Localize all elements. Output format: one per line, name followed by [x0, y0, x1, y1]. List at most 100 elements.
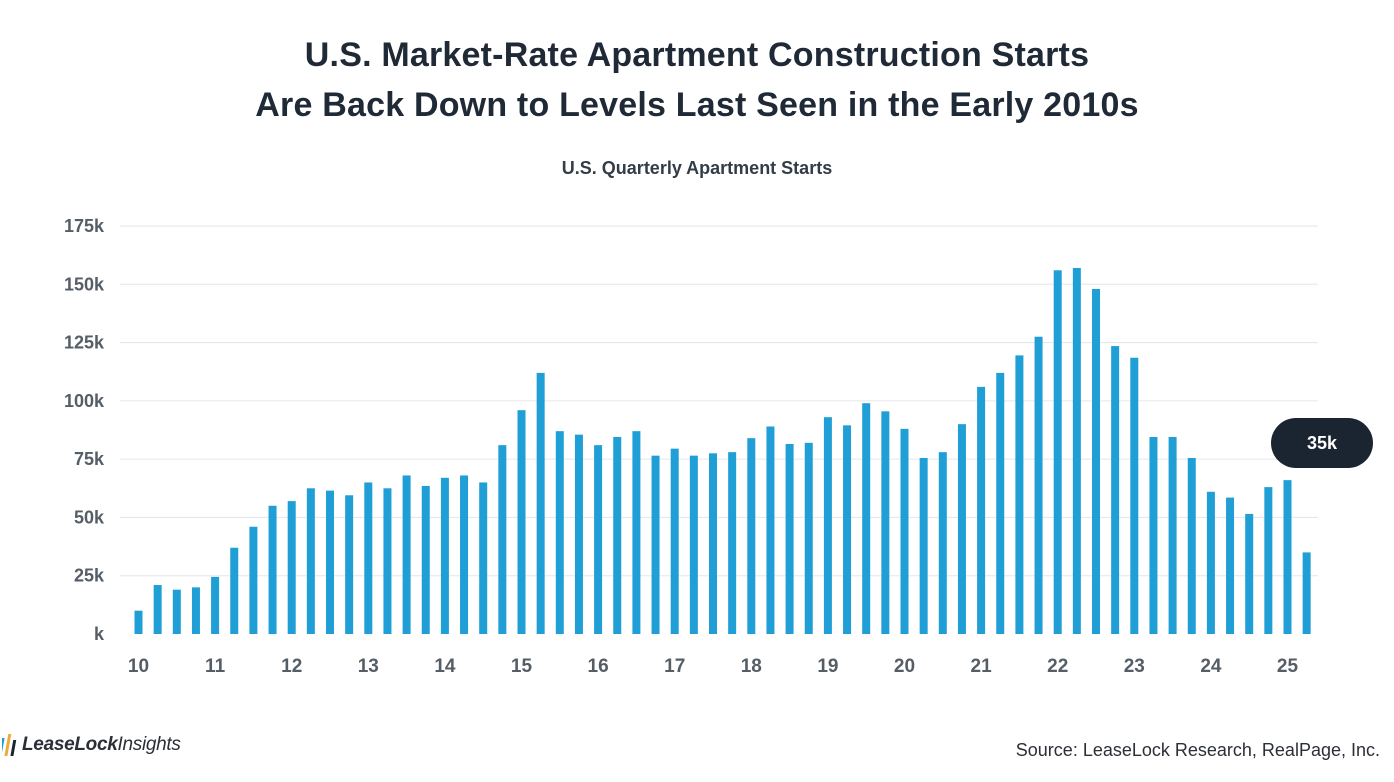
bar-2013-q3 — [402, 475, 411, 634]
chart-title-line-1: U.S. Market-Rate Apartment Construction … — [304, 36, 1090, 74]
x-tick-label: 16 — [588, 656, 609, 677]
x-tick-label: 24 — [1200, 656, 1222, 677]
x-tick-label: 18 — [741, 656, 762, 677]
y-tick-label: k — [94, 624, 105, 644]
x-tick-label: 22 — [1047, 656, 1068, 677]
bar-2016-q3 — [632, 431, 641, 634]
bar-2021-q4 — [1034, 336, 1043, 634]
bar-2022-q2 — [1072, 267, 1081, 634]
bar-2011-q1 — [211, 576, 220, 634]
bar-2019-q4 — [881, 411, 890, 634]
bar-2018-q4 — [804, 442, 813, 634]
x-tick-label: 15 — [511, 656, 533, 677]
logo-brand: LeaseLock — [22, 734, 118, 755]
bar-2017-q2 — [689, 455, 698, 634]
x-tick-label: 13 — [358, 656, 379, 677]
bar-2016-q2 — [613, 436, 622, 634]
x-tick-label: 20 — [894, 656, 915, 677]
x-tick-label: 12 — [281, 656, 302, 677]
bar-2014-q3 — [479, 482, 488, 634]
bar-2021-q2 — [996, 372, 1005, 634]
y-axis: k 25k 50k 75k 100k 125k 150k 175k — [64, 216, 105, 644]
bar-2014-q4 — [498, 445, 507, 634]
bar-2016-q4 — [651, 455, 660, 634]
bar-2011-q2 — [230, 547, 239, 634]
chart-subtitle: U.S. Quarterly Apartment Starts — [561, 158, 833, 178]
bar-2022-q3 — [1092, 288, 1100, 634]
bar-2016-q1 — [594, 445, 603, 634]
x-tick-label: 17 — [664, 656, 685, 677]
x-tick-label: 21 — [971, 656, 993, 677]
bar-2010-q3 — [172, 589, 181, 634]
bar-2012-q4 — [345, 495, 354, 634]
x-tick-label: 14 — [434, 656, 456, 677]
bar-2010-q1 — [134, 610, 143, 634]
bar-2024-q1 — [1206, 491, 1215, 634]
logo-bars-icon — [2, 734, 17, 756]
x-axis: 10 11 12 13 14 15 16 17 18 19 20 21 22 23 24 25 — [128, 656, 1299, 677]
bar-2015-q2 — [536, 372, 545, 634]
logo-wordmark: LeaseLockInsights — [22, 734, 181, 756]
bar-2013-q2 — [383, 488, 392, 634]
bar-2015-q4 — [574, 434, 583, 634]
x-tick-label: 11 — [205, 656, 226, 677]
bar-2022-q4 — [1111, 346, 1120, 634]
bar-2010-q4 — [191, 587, 200, 634]
bar-2013-q1 — [364, 482, 373, 634]
source-note: Source: LeaseLock Research, RealPage, In… — [1015, 740, 1380, 760]
bar-2015-q1 — [517, 410, 526, 634]
bar-2020-q1 — [900, 428, 909, 634]
bar-2022-q1 — [1053, 270, 1062, 634]
chart-title-line-2: Are Back Down to Levels Last Seen in the… — [255, 86, 1139, 124]
y-tick-label: 150k — [64, 274, 105, 294]
y-tick-label: 50k — [74, 507, 105, 527]
bar-2021-q1 — [977, 386, 986, 634]
bar-2017-q3 — [709, 453, 717, 634]
bar-2019-q2 — [843, 425, 852, 634]
x-tick-label: 23 — [1124, 656, 1145, 677]
bar-2020-q2 — [919, 457, 928, 634]
y-tick-label: 100k — [64, 391, 105, 411]
bar-2020-q3 — [938, 452, 947, 634]
leaselock-insights-logo: LeaseLockInsights — [2, 730, 181, 760]
x-tick-label: 19 — [817, 656, 838, 677]
bar-2024-q2 — [1226, 497, 1235, 634]
bar-2019-q3 — [862, 403, 871, 634]
y-tick-label: 75k — [74, 449, 105, 469]
bar-2011-q3 — [249, 526, 258, 634]
bar-2025-q1 — [1283, 480, 1292, 634]
bar-2024-q4 — [1264, 487, 1273, 634]
bar-2019-q1 — [823, 417, 832, 634]
x-tick-label: 25 — [1277, 656, 1299, 677]
bar-2010-q2 — [153, 585, 162, 634]
bar-2023-q1 — [1130, 357, 1139, 634]
bar-2014-q2 — [460, 475, 469, 634]
bar-2015-q3 — [555, 431, 564, 634]
bar-2023-q2 — [1149, 436, 1158, 634]
bar-2025-q2 — [1302, 552, 1311, 634]
bar-2018-q2 — [766, 426, 775, 634]
y-tick-label: 25k — [74, 566, 105, 586]
y-tick-label: 125k — [64, 333, 105, 353]
bar-2012-q1 — [287, 501, 296, 634]
bar-2023-q3 — [1168, 436, 1177, 634]
bar-2017-q1 — [670, 448, 679, 634]
bar-2017-q4 — [728, 452, 737, 634]
bar-2012-q3 — [326, 490, 334, 634]
y-tick-label: 175k — [64, 216, 105, 236]
bar-2024-q3 — [1245, 513, 1254, 634]
value-callout: 35k — [1271, 418, 1373, 468]
bar-2021-q3 — [1015, 355, 1024, 634]
bar-2011-q4 — [268, 505, 277, 634]
bar-2018-q1 — [747, 438, 756, 634]
bar-2020-q4 — [957, 424, 966, 634]
bars — [134, 267, 1311, 634]
bar-2023-q4 — [1187, 457, 1196, 634]
callout-label: 35k — [1307, 433, 1338, 453]
x-tick-label: 10 — [128, 656, 149, 677]
bar-2013-q4 — [421, 485, 430, 634]
bar-2018-q3 — [785, 443, 794, 634]
logo-suffix: Insights — [117, 734, 181, 755]
bar-2014-q1 — [440, 477, 449, 634]
